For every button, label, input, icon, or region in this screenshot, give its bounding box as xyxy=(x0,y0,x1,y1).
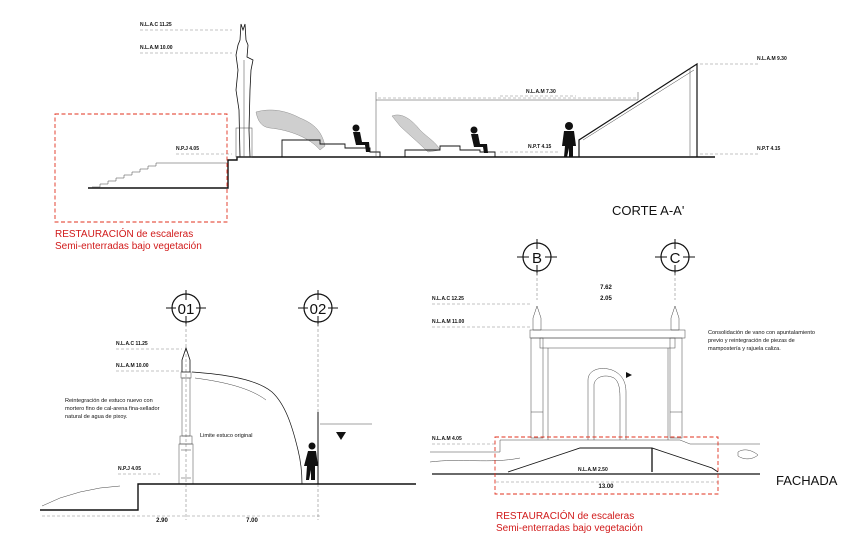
column-corte xyxy=(235,23,254,158)
fachada-stair-level: N.L.A.M 2.50 xyxy=(578,467,608,473)
section-title-fachada: FACHADA xyxy=(776,473,838,488)
detail-level-npj: N.P.J 4.05 xyxy=(118,466,141,472)
fachada-restoration-note-line2: Semi-enterradas bajo vegetación xyxy=(496,523,643,534)
restoration-zone-fachada xyxy=(494,436,719,495)
level-npj: N.P.J 4.05 xyxy=(176,146,199,152)
fachada-restoration-note-line1: RESTAURACIÓN de escaleras xyxy=(496,509,634,522)
person-seated-2 xyxy=(470,126,488,153)
axis-label-b: B xyxy=(532,250,542,267)
detail-note-line2: mortero fino de cal-arena fina-sellador xyxy=(65,406,160,412)
section-fachada: B C 7.62 2.05 N.L.A.C 12.25 N.L.A.M 11.0… xyxy=(429,239,838,534)
section-corte: N.L.A.C 11.25 N.L.A.M 10.00 N.P.J 4.05 N… xyxy=(54,22,787,252)
fachada-level-nlac: N.L.A.C 12.25 xyxy=(432,296,464,302)
person-standing xyxy=(562,122,576,157)
fachada-note-line2: previo y reintegración de piezas de xyxy=(708,338,795,344)
axis-label-01: 01 xyxy=(178,301,195,318)
detail-dim-1: 2.90 xyxy=(156,518,168,524)
fachada-dim-bottom: 13.00 xyxy=(598,484,614,490)
person-seated-1 xyxy=(352,124,370,152)
detail-dim-2: 7.00 xyxy=(246,518,258,524)
level-nlam-right: N.L.A.M 9.30 xyxy=(757,56,787,62)
fachada-note-line1: Consolidación de vano con apuntalamiento xyxy=(708,330,815,336)
axis-label-02: 02 xyxy=(310,301,327,318)
fachada-dim-top: 7.62 xyxy=(600,285,612,291)
section-detail: 01 02 N.L.A.C 11.25 N.L.A.M 10.00 N.P.J … xyxy=(40,290,416,524)
axis-label-c: C xyxy=(670,250,681,267)
detail-note-line3: natural de agua de pixoy. xyxy=(65,414,128,420)
gate-structure xyxy=(529,305,686,440)
person-standing-detail xyxy=(304,442,318,480)
fachada-dim-top2: 2.05 xyxy=(600,296,612,302)
detail-limit-label: Limite estuco original xyxy=(200,433,253,439)
level-nlam: N.L.A.M 10.00 xyxy=(140,45,173,51)
level-nlac: N.L.A.C 11.25 xyxy=(140,22,172,28)
detail-note-line1: Reintegración de estuco nuevo con xyxy=(65,398,153,404)
section-title-corte: CORTE A-A' xyxy=(612,203,684,218)
restoration-note-line2: Semi-enterradas bajo vegetación xyxy=(55,241,202,252)
detail-level-nlac: N.L.A.C 11.25 xyxy=(116,341,148,347)
level-npt-mid: N.P.T 4.15 xyxy=(528,144,551,150)
restoration-zone-corte xyxy=(54,113,228,223)
level-npt-right: N.P.T 4.15 xyxy=(757,146,780,152)
fachada-note-line3: mampostería y rajuela caliza. xyxy=(708,346,781,352)
level-nlam-mid: N.L.A.M 7.30 xyxy=(526,89,556,95)
restoration-note-line1: RESTAURACIÓN de escaleras xyxy=(55,227,193,240)
detail-level-nlam: N.L.A.M 10.00 xyxy=(116,363,149,369)
fachada-level-nlam-low: N.L.A.M 4.05 xyxy=(432,436,462,442)
fachada-level-nlam: N.L.A.M 11.00 xyxy=(432,319,464,325)
